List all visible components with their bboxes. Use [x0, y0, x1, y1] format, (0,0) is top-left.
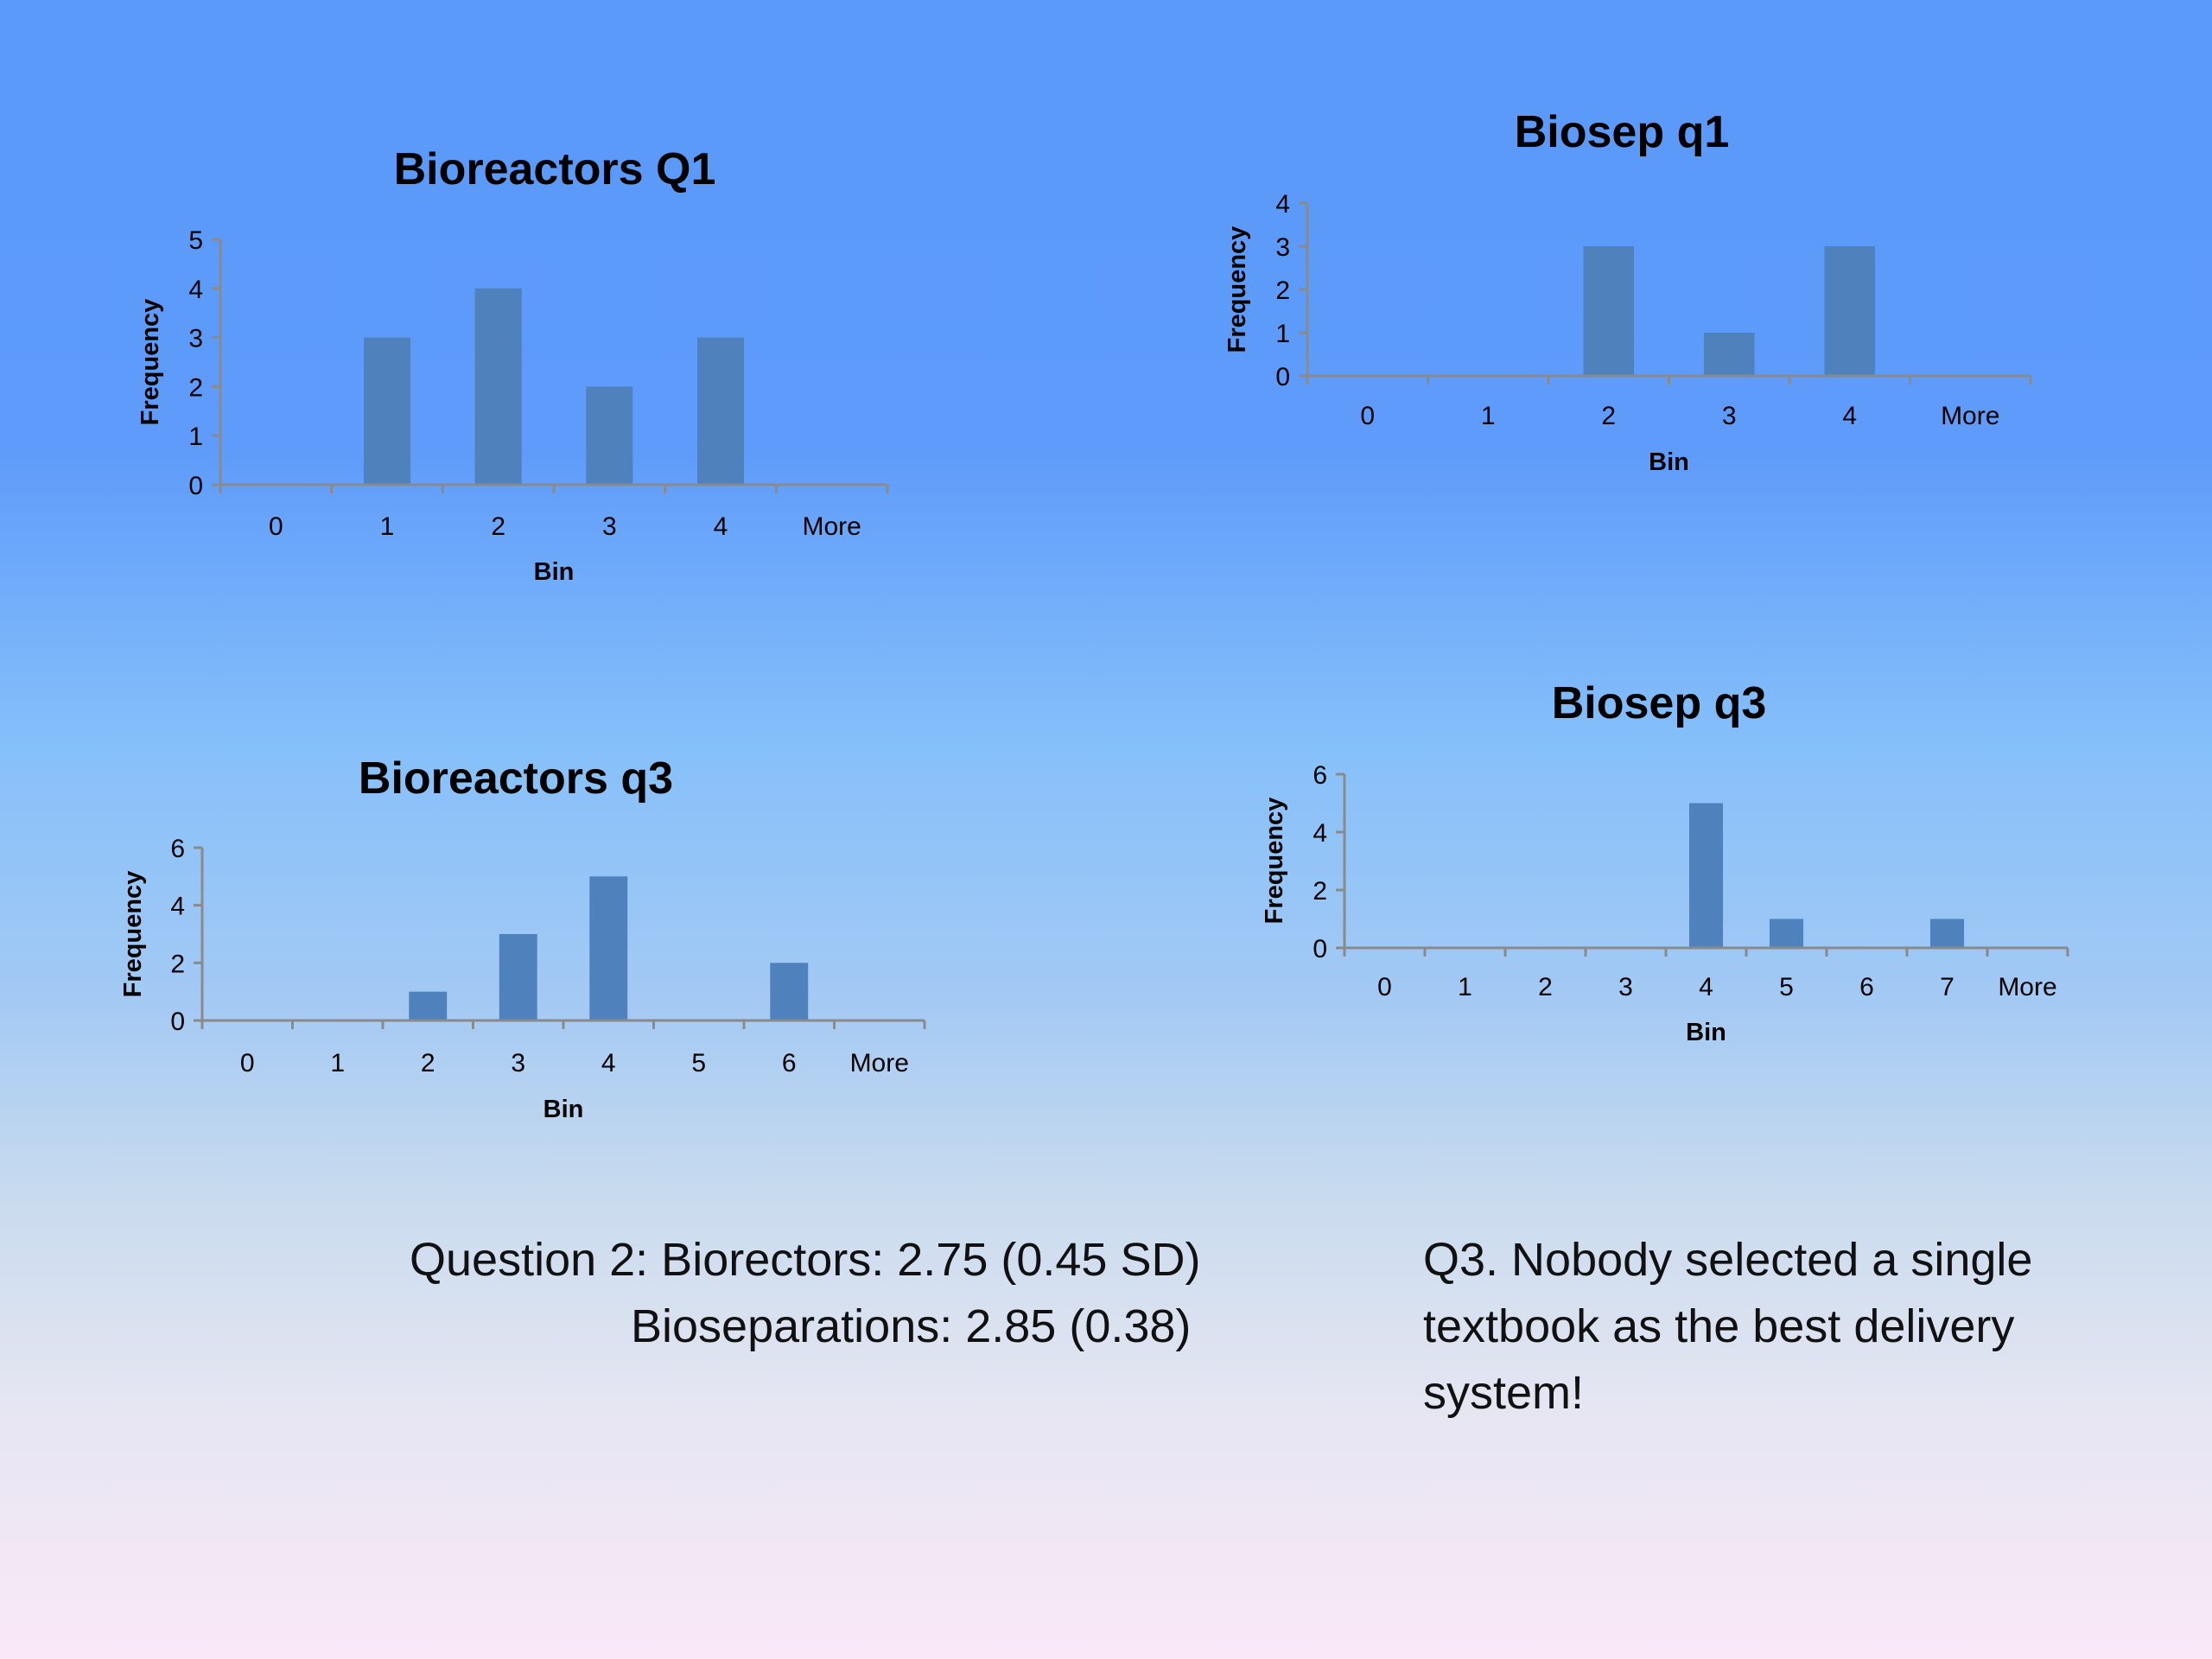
x-tick-label: More — [1998, 973, 2056, 1001]
bar-3 — [586, 386, 633, 485]
y-tick-label: 0 — [188, 472, 203, 500]
bar-1 — [363, 337, 411, 485]
chart-title: Bioreactors q3 — [359, 753, 673, 804]
bar-5 — [1769, 918, 1804, 948]
y-axis-title: Frequency — [137, 299, 164, 426]
x-tick-label: 1 — [1481, 402, 1496, 430]
y-tick-label: 3 — [188, 325, 203, 353]
y-tick-label: 1 — [188, 423, 203, 451]
x-axis-title: Bin — [534, 558, 575, 586]
y-tick-label: 6 — [1313, 761, 1327, 790]
x-tick-label: 2 — [491, 512, 505, 541]
x-tick-label: 5 — [691, 1049, 706, 1077]
x-axis-title: Bin — [1649, 448, 1689, 476]
x-tick-label: 2 — [1601, 402, 1616, 430]
x-tick-label: 3 — [602, 512, 617, 541]
x-tick-label: 1 — [380, 512, 395, 541]
bar-3 — [499, 934, 537, 1020]
x-tick-label: 7 — [1940, 973, 1955, 1001]
x-tick-label: 1 — [330, 1049, 345, 1077]
x-tick-label: 2 — [1538, 973, 1553, 1001]
x-tick-label: 0 — [1377, 973, 1392, 1001]
x-tick-label: 3 — [1618, 973, 1633, 1001]
y-tick-label: 3 — [1275, 233, 1290, 262]
x-axis-title: Bin — [543, 1096, 584, 1123]
x-tick-label: 0 — [269, 512, 283, 541]
x-tick-label: 5 — [1779, 973, 1794, 1001]
y-tick-label: 0 — [1313, 935, 1327, 963]
bar-7 — [1929, 918, 1965, 948]
bar-2 — [1583, 246, 1635, 376]
y-axis-title: Frequency — [1224, 226, 1251, 353]
y-tick-label: 6 — [170, 835, 185, 863]
x-tick-label: 3 — [1722, 402, 1737, 430]
bar-3 — [1703, 333, 1755, 376]
x-tick-label: 4 — [601, 1049, 616, 1077]
y-tick-label: 2 — [170, 950, 185, 978]
x-tick-label: 6 — [782, 1049, 797, 1077]
x-tick-label: 3 — [511, 1049, 525, 1077]
x-tick-label: 4 — [1842, 402, 1857, 430]
bar-4 — [589, 876, 628, 1020]
chart-title: Biosep q3 — [1552, 678, 1767, 728]
y-tick-label: 2 — [188, 373, 203, 402]
x-tick-label: 6 — [1859, 973, 1874, 1001]
y-tick-label: 4 — [1275, 190, 1290, 219]
question-3-note: Q3. Nobody selected a single textbook as… — [1423, 1234, 2033, 1419]
x-tick-label: More — [1941, 402, 1999, 430]
y-axis-title: Frequency — [1261, 798, 1288, 925]
bar-2 — [474, 288, 522, 485]
x-tick-label: 4 — [1699, 973, 1713, 1001]
bar-4 — [696, 337, 745, 485]
chart-bioreactors-q1: Bioreactors Q1 0 1 2 3 4 5 0 1 2 3 4 More Bin Frequenc… — [137, 144, 889, 586]
y-tick-label: 1 — [1275, 320, 1290, 348]
chart-bioreactors-q3: Bioreactors q3 0 2 4 6 0 1 2 3 4 5 6 More Bin Frequenc… — [119, 753, 926, 1123]
x-tick-label: 4 — [714, 512, 728, 541]
bar-4 — [1824, 246, 1876, 376]
y-tick-label: 4 — [1313, 819, 1327, 848]
x-axis-title: Bin — [1686, 1019, 1726, 1046]
chart-biosep-q3: Biosep q3 0 2 4 6 0 1 2 3 4 5 6 7 More Bin Frequency — [1261, 678, 2069, 1046]
y-tick-label: 4 — [188, 276, 203, 304]
x-tick-label: 0 — [240, 1049, 255, 1077]
bar-2 — [409, 991, 448, 1020]
x-tick-label: More — [850, 1049, 909, 1077]
x-tick-label: 1 — [1458, 973, 1472, 1001]
x-tick-label: More — [802, 512, 861, 541]
question-2-result-line-2: Bioseparations: 2.85 (0.38) — [631, 1300, 1192, 1352]
chart-title: Biosep q1 — [1515, 107, 1730, 157]
chart-biosep-q1: Biosep q1 0 1 2 3 4 0 1 2 3 4 More Bin Frequency — [1224, 107, 2032, 476]
y-tick-label: 2 — [1313, 877, 1327, 906]
x-tick-label: 0 — [1360, 402, 1375, 430]
y-tick-label: 2 — [1275, 276, 1290, 305]
y-tick-label: 5 — [188, 226, 203, 255]
y-tick-label: 0 — [170, 1007, 185, 1036]
chart-title: Bioreactors Q1 — [394, 144, 716, 194]
x-tick-label: 2 — [421, 1049, 435, 1077]
y-tick-label: 4 — [170, 893, 185, 921]
bar-6 — [770, 963, 809, 1020]
y-axis-title: Frequency — [119, 871, 147, 998]
question-2-result-line-1: Question 2: Biorectors: 2.75 (0.45 SD) — [410, 1234, 1201, 1286]
bar-4 — [1688, 803, 1724, 948]
y-tick-label: 0 — [1275, 363, 1290, 391]
